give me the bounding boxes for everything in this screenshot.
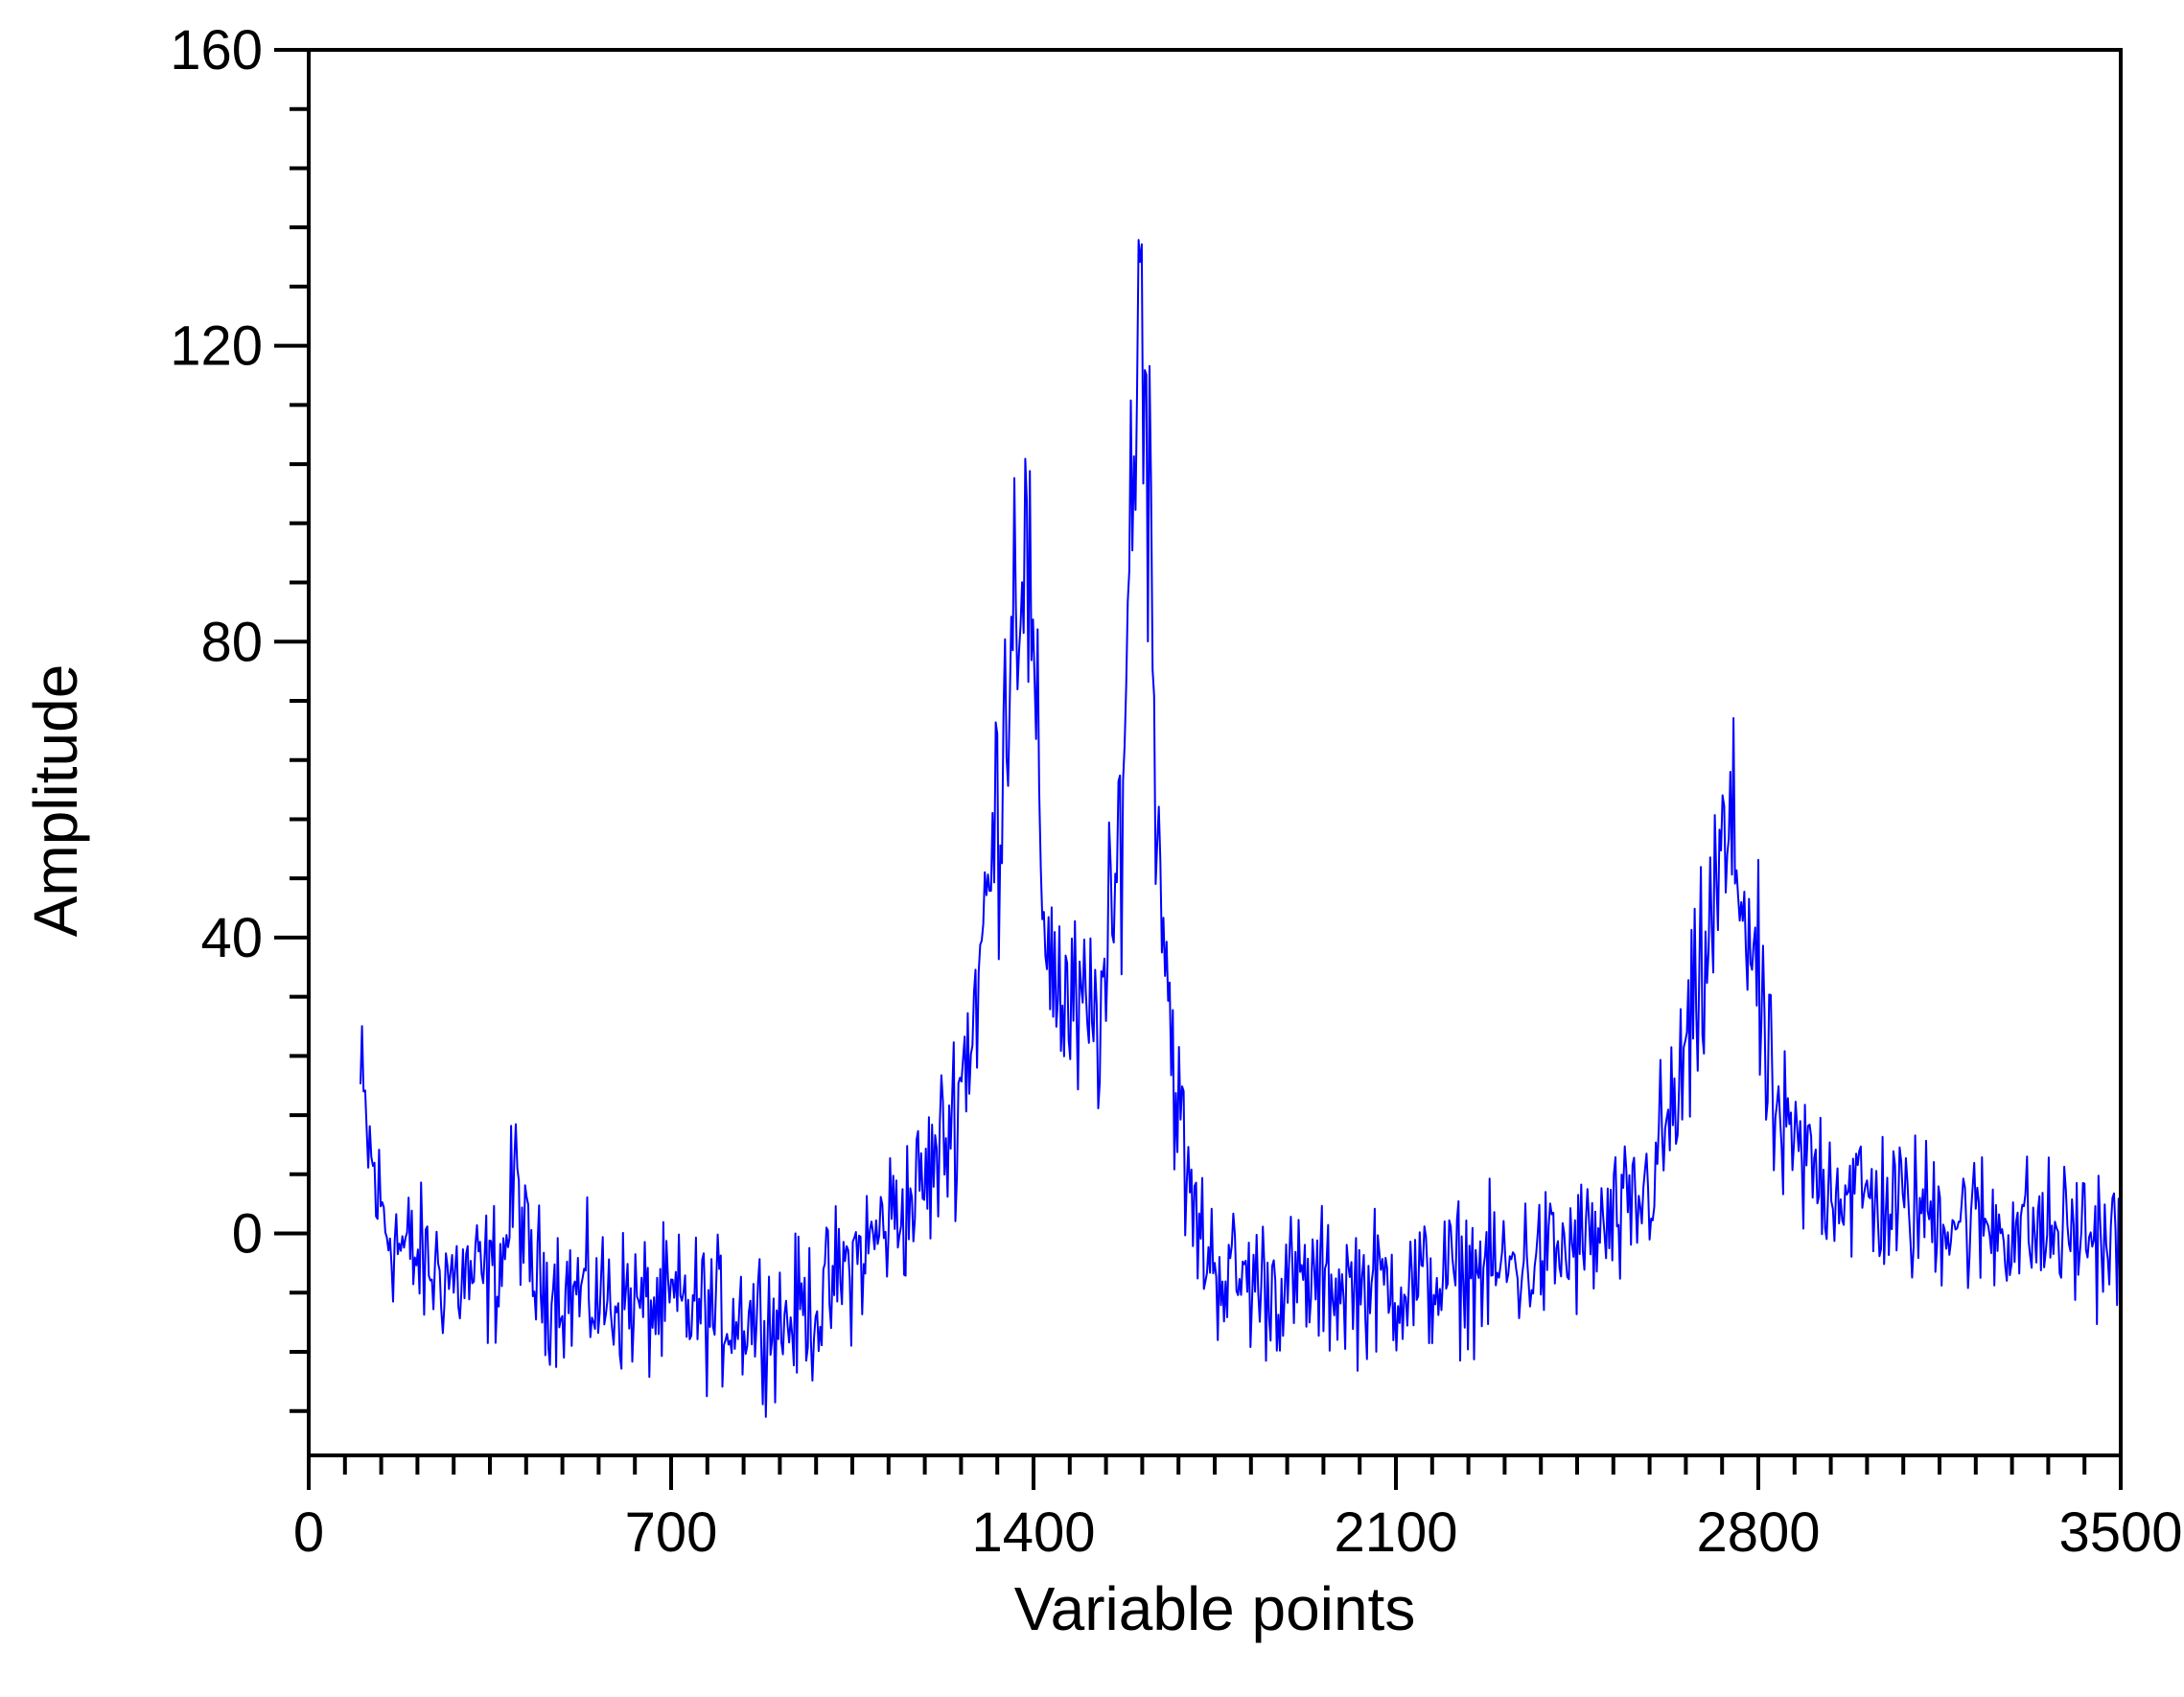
x-tick-label: 1400 [971,1501,1095,1564]
x-axis-title: Variable points [1014,1574,1416,1643]
y-tick-label: 80 [200,611,263,673]
axis-ticks [274,48,2123,1490]
x-tick-label: 700 [625,1501,718,1564]
x-tick-label: 0 [293,1501,324,1564]
series-layer [360,239,2122,1418]
x-tick-label: 2100 [1334,1501,1457,1564]
y-tick-label: 40 [200,907,263,969]
x-tick-label: 2800 [1696,1501,1820,1564]
x-tick-label: 3500 [2058,1501,2182,1564]
x-tick-labels: 0 700 1400 2100 2800 3500 [293,1501,2183,1564]
y-tick-label: 160 [170,19,263,81]
y-tick-label: 120 [170,315,263,378]
plot-frame [307,48,2123,1457]
y-tick-label: 0 [232,1203,263,1266]
series-line-0 [360,239,2122,1418]
y-tick-labels: 0 40 80 120 160 [170,19,263,1266]
y-axis-title: Amplitude [21,664,90,938]
